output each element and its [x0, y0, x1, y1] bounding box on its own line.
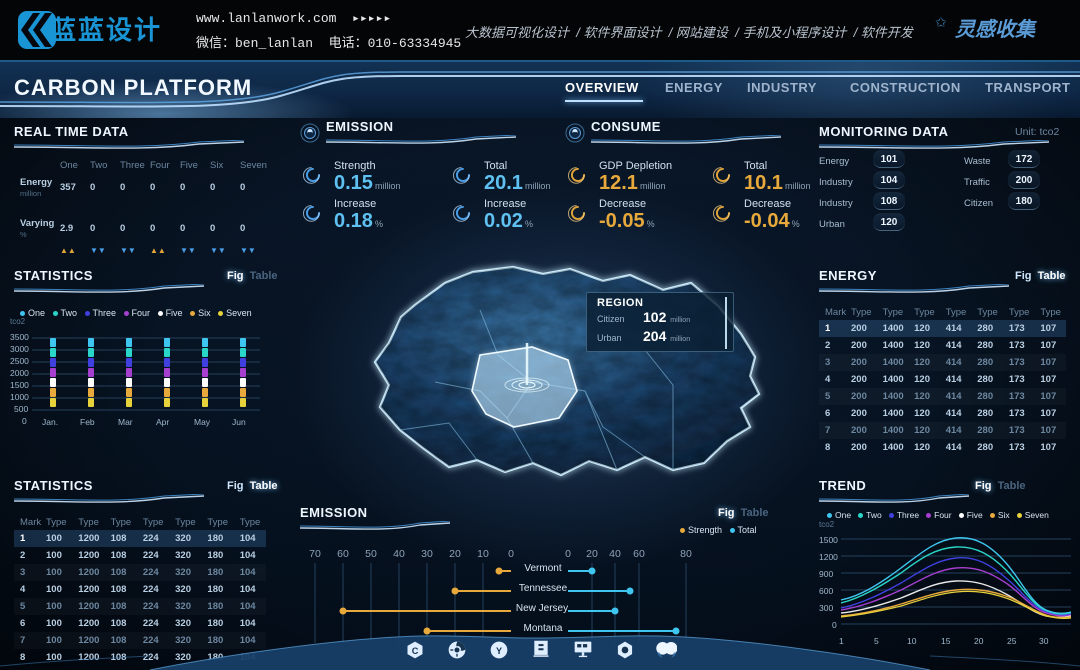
svg-text:0: 0 [565, 548, 571, 560]
svg-text:20: 20 [586, 548, 598, 560]
svg-text:C: C [412, 646, 419, 656]
svg-text:60: 60 [633, 548, 645, 560]
svg-text:0: 0 [508, 548, 514, 560]
svg-text:60: 60 [337, 548, 349, 560]
svg-text:20: 20 [449, 548, 461, 560]
svg-text:30: 30 [421, 548, 433, 560]
svg-text:10: 10 [477, 548, 489, 560]
svg-text:50: 50 [365, 548, 377, 560]
svg-text:70: 70 [309, 548, 321, 560]
svg-text:80: 80 [680, 548, 692, 560]
svg-text:40: 40 [393, 548, 405, 560]
svg-text:40: 40 [609, 548, 621, 560]
svg-text:Y: Y [496, 646, 502, 656]
